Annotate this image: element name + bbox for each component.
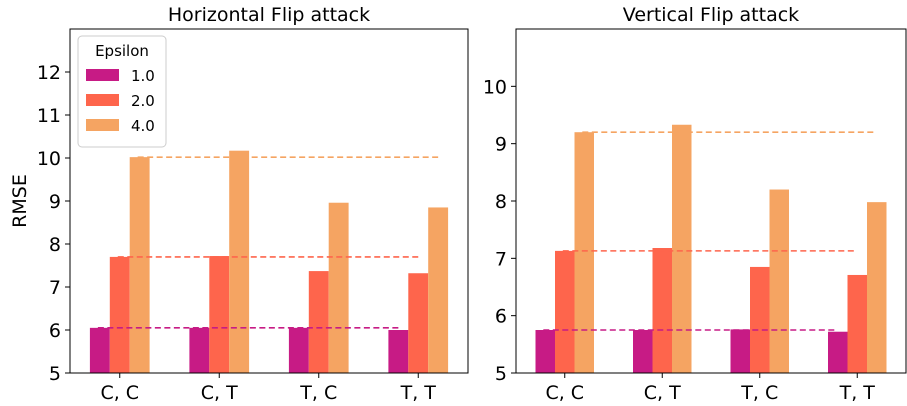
y-tick-label: 7 [49, 277, 61, 299]
legend-swatch-2.0 [86, 94, 119, 106]
x-tick-label: T, T [839, 382, 876, 404]
legend-label: 2.0 [131, 92, 155, 110]
y-tick-label: 9 [49, 191, 61, 213]
x-tick-label: C, T [201, 382, 238, 404]
y-axis-label: RMSE [9, 174, 31, 228]
bar-eps-4.0-3 [328, 202, 349, 373]
bar-eps-4.0-2 [672, 124, 692, 373]
bar-eps-2.0-2 [209, 256, 230, 373]
chart-horizontal-flip: Horizontal Flip attack 5 6 7 8 9 10 11 12 C, C C, … [37, 4, 469, 404]
bar-eps-4.0-4 [428, 207, 449, 373]
bar-eps-2.0-1 [109, 256, 130, 373]
legend-title: Epsilon [95, 42, 149, 60]
x-tick-label: T, T [400, 382, 437, 404]
bar-eps-2.0-3 [750, 266, 770, 373]
bar-eps-1.0-3 [288, 327, 309, 373]
x-tick-label: C, T [644, 382, 681, 404]
legend: Epsilon 1.0 2.0 4.0 [77, 35, 167, 148]
y-tick-label: 10 [483, 76, 507, 98]
x-tick-label: C, C [545, 382, 584, 404]
legend-swatch-4.0 [86, 119, 119, 131]
y-tick-label: 8 [495, 191, 507, 213]
chart-title: Horizontal Flip attack [168, 4, 370, 26]
bar-eps-2.0-2 [652, 248, 672, 373]
bar-eps-4.0-3 [769, 189, 789, 373]
y-tick-label: 5 [495, 363, 507, 385]
y-tick-label: 7 [495, 248, 507, 270]
bar-eps-1.0-3 [730, 329, 750, 373]
bar-eps-4.0-2 [229, 150, 250, 373]
bar-eps-1.0-4 [828, 331, 848, 373]
y-tick-label: 11 [37, 105, 61, 127]
legend-swatch-1.0 [86, 69, 119, 81]
y-tick-label: 6 [495, 306, 507, 328]
y-tick-label: 8 [49, 234, 61, 256]
bar-eps-1.0-4 [388, 330, 409, 373]
legend-label: 4.0 [131, 117, 155, 135]
bar-eps-1.0-1 [535, 330, 555, 373]
bar-eps-2.0-4 [847, 274, 867, 373]
x-tick-label: T, C [740, 382, 778, 404]
bar-eps-2.0-3 [308, 271, 329, 373]
y-tick-label: 6 [49, 320, 61, 342]
y-tick-label: 12 [37, 62, 61, 84]
bar-eps-1.0-2 [633, 330, 653, 373]
bar-eps-1.0-1 [89, 327, 110, 373]
y-tick-label: 9 [495, 134, 507, 156]
chart-vertical-flip: Vertical Flip attack 5 6 7 8 9 10 C, C C, T T, C T… [483, 4, 907, 404]
chart-title: Vertical Flip attack [623, 4, 799, 26]
bar-eps-2.0-1 [555, 250, 575, 373]
bar-eps-4.0-1 [129, 157, 150, 373]
x-tick-label: C, C [100, 382, 139, 404]
y-tick-label: 5 [49, 363, 61, 385]
bar-eps-4.0-1 [574, 132, 594, 373]
bar-eps-1.0-2 [189, 327, 210, 373]
x-tick-label: T, C [299, 382, 337, 404]
y-tick-label: 10 [37, 148, 61, 170]
bar-eps-2.0-4 [408, 273, 429, 373]
bar-eps-4.0-4 [867, 202, 887, 373]
legend-label: 1.0 [131, 67, 155, 85]
